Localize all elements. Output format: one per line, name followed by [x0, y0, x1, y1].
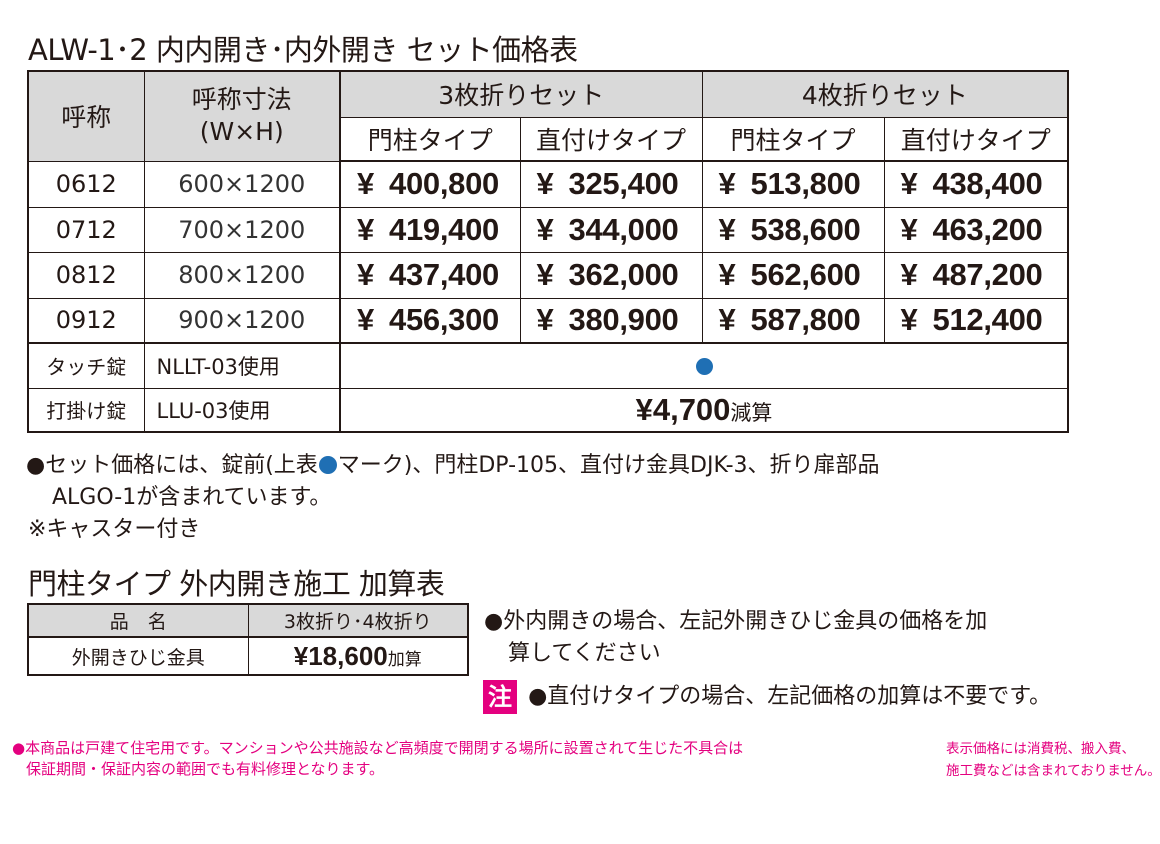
note-line-2: ALGO-1が含まれています。	[52, 485, 332, 510]
price-cell: ¥587,800	[701, 297, 885, 344]
price-cell: ¥437,400	[339, 251, 521, 299]
option-row-latch-lock: 打掛け錠 LLU-03使用 ¥4,700減算	[27, 387, 1069, 433]
price-table-title: ALW-1･2 内内開き･内外開き セット価格表	[28, 33, 578, 67]
add-table-title: 門柱タイプ 外内開き施工 加算表	[28, 567, 445, 601]
blue-dot-icon	[695, 358, 713, 376]
table-row: 0912 900×1200 ¥456,300 ¥380,900 ¥587,800…	[27, 297, 1069, 344]
footer-warning: ●本商品は戸建て住宅用です。マンションや公共施設など高頻度で開閉する場所に設置さ…	[12, 739, 744, 778]
price-cell: ¥325,400	[519, 160, 703, 208]
included-mark	[339, 342, 1069, 389]
option-row-touch-lock: タッチ錠 NLLT-03使用	[27, 342, 1069, 389]
row-code: 0912	[27, 297, 145, 344]
add-note-line-1: ●外内開きの場合、左記外開きひじ金具の価格を加	[484, 609, 988, 634]
table-row: 0812 800×1200 ¥437,400 ¥362,000 ¥562,600…	[27, 251, 1069, 299]
table-row: 0712 700×1200 ¥419,400 ¥344,000 ¥538,600…	[27, 206, 1069, 253]
option-name: タッチ錠	[27, 342, 145, 389]
price-table: 呼称 呼称寸法 (W×H) 3枚折りセット 4枚折りセット 門柱タイプ 直付けタ…	[27, 70, 1070, 433]
price-cell: ¥419,400	[339, 206, 521, 253]
price-cell: ¥362,000	[519, 251, 703, 299]
price-cell: ¥438,400	[883, 160, 1069, 208]
row-code: 0612	[27, 160, 145, 208]
price-cell: ¥562,600	[701, 251, 885, 299]
price-cell: ¥487,200	[883, 251, 1069, 299]
price-cell: ¥400,800	[339, 160, 521, 208]
header-4-post-type: 門柱タイプ	[701, 116, 885, 162]
deduction-amount: ¥4,700	[635, 391, 731, 427]
add-item-name: 外開きひじ金具	[27, 636, 249, 676]
add-note-line-2: 算してください	[508, 641, 661, 666]
row-size: 900×1200	[143, 297, 341, 344]
add-header-item: 品 名	[27, 603, 249, 638]
add-price-cell: ¥18,600加算	[247, 636, 469, 676]
price-cell: ¥344,000	[519, 206, 703, 253]
price-cell: ¥513,800	[701, 160, 885, 208]
caution-text: ●直付けタイプの場合、左記価格の加算は不要です。	[528, 684, 1052, 709]
option-model: LLU-03使用	[143, 387, 341, 433]
blue-dot-icon	[318, 456, 337, 474]
header-3-fold-set: 3枚折りセット	[339, 70, 703, 118]
header-name: 呼称	[27, 70, 145, 162]
price-cell: ¥380,900	[519, 297, 703, 344]
row-code: 0812	[27, 251, 145, 299]
row-code: 0712	[27, 206, 145, 253]
add-header-type: 3枚折り･4枚折り	[247, 603, 469, 638]
price-cell: ¥456,300	[339, 297, 521, 344]
option-name: 打掛け錠	[27, 387, 145, 433]
header-size: 呼称寸法 (W×H)	[143, 70, 341, 162]
add-suffix: 加算	[387, 649, 422, 670]
caution-row: 注 ●直付けタイプの場合、左記価格の加算は不要です。	[483, 680, 1051, 714]
add-price: ¥18,600	[293, 640, 388, 671]
deduction-suffix: 減算	[730, 400, 773, 425]
header-3-post-type: 門柱タイプ	[339, 116, 521, 162]
table-row: 0612 600×1200 ¥400,800 ¥325,400 ¥513,800…	[27, 160, 1069, 208]
table-row: 外開きひじ金具 ¥18,600加算	[27, 636, 469, 676]
price-cell: ¥512,400	[883, 297, 1069, 344]
header-4-fold-set: 4枚折りセット	[701, 70, 1069, 118]
row-size: 800×1200	[143, 251, 341, 299]
note-line-1: ●セット価格には、錠前(上表 マーク)、門柱DP-105、直付け金具DJK-3、折…	[26, 453, 880, 478]
row-size: 600×1200	[143, 160, 341, 208]
note-line-3: ※キャスター付き	[28, 517, 201, 542]
price-cell: ¥463,200	[883, 206, 1069, 253]
caution-badge-icon: 注	[483, 680, 517, 714]
row-size: 700×1200	[143, 206, 341, 253]
option-model: NLLT-03使用	[143, 342, 341, 389]
deduction-cell: ¥4,700減算	[339, 387, 1069, 433]
header-4-direct-type: 直付けタイプ	[883, 116, 1069, 162]
header-3-direct-type: 直付けタイプ	[519, 116, 703, 162]
price-cell: ¥538,600	[701, 206, 885, 253]
add-table: 品 名 3枚折り･4枚折り 外開きひじ金具 ¥18,600加算	[27, 603, 469, 676]
footer-price-note: 表示価格には消費税、搬入費、 施工費などは含まれておりません。	[946, 741, 1160, 779]
